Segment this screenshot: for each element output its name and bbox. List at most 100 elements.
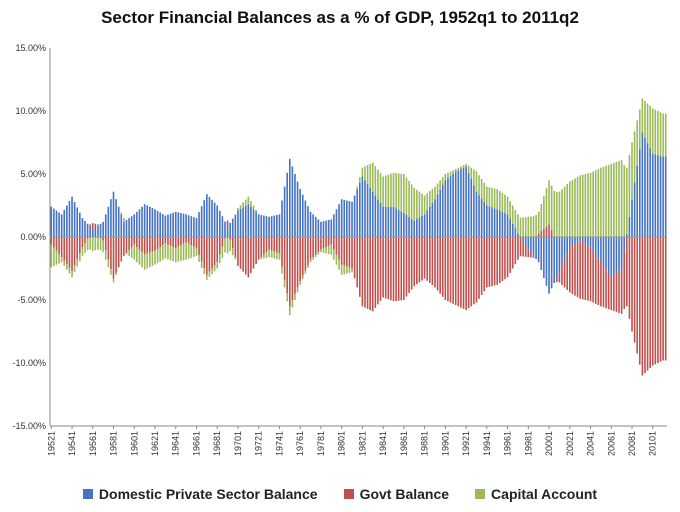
bar-private <box>449 175 452 237</box>
bar-capital <box>325 247 327 254</box>
bar-capital <box>561 189 563 237</box>
x-tick-label: 19581 <box>109 431 119 456</box>
bar-capital <box>50 244 53 268</box>
legend-item-capital: Capital Account <box>475 486 597 502</box>
bar-capital <box>206 274 208 280</box>
bar-private <box>304 200 307 237</box>
bar-capital <box>265 252 268 258</box>
bar-govt <box>180 237 182 246</box>
bar-capital <box>185 242 187 260</box>
bar-capital <box>558 191 561 237</box>
bar-capital <box>60 257 63 263</box>
bar-capital <box>156 248 159 264</box>
bar-capital <box>208 271 211 278</box>
bar-govt <box>89 224 91 227</box>
bar-govt <box>161 237 164 246</box>
bar-govt <box>605 269 607 309</box>
bar-capital <box>408 180 410 217</box>
bar-govt <box>174 237 177 249</box>
bar-govt <box>182 237 185 244</box>
bar-capital <box>255 209 257 212</box>
bar-private <box>514 228 517 237</box>
bar-capital <box>133 244 136 260</box>
bar-private <box>462 167 465 237</box>
bar-govt <box>633 237 636 343</box>
bar-capital <box>416 189 418 220</box>
bar-private <box>335 209 338 237</box>
bar-capital <box>226 237 229 254</box>
bar-private <box>268 216 270 237</box>
bar-private <box>566 237 568 254</box>
bar-private <box>587 237 589 246</box>
bar-private <box>371 191 374 237</box>
bar-govt <box>229 237 231 240</box>
bar-private <box>532 237 535 256</box>
bar-capital <box>358 177 361 183</box>
bar-private <box>193 217 195 237</box>
bar-private <box>574 237 576 244</box>
bar-private <box>615 237 618 274</box>
bar-capital <box>550 185 553 231</box>
bar-private <box>260 214 263 237</box>
bar-private <box>351 201 353 237</box>
bar-private <box>408 216 410 237</box>
bar-govt <box>343 237 346 266</box>
bar-govt <box>543 228 545 237</box>
bar-private <box>600 237 602 263</box>
bar-govt <box>610 277 613 311</box>
bar-capital <box>631 142 633 200</box>
bar-govt <box>592 250 594 303</box>
bar-capital <box>543 196 545 229</box>
bar-private <box>584 237 587 244</box>
bar-capital <box>527 216 530 237</box>
bar-private <box>486 205 488 237</box>
bar-capital <box>449 171 452 176</box>
bar-private <box>221 216 224 237</box>
bar-private <box>353 195 356 237</box>
bar-govt <box>434 237 436 288</box>
bar-govt <box>517 237 519 260</box>
bar-capital <box>657 111 659 156</box>
x-tick-label: 20041 <box>586 431 596 456</box>
bar-private <box>81 218 84 237</box>
bar-govt <box>566 253 568 290</box>
bar-private <box>289 158 291 237</box>
bar-govt <box>545 226 548 237</box>
bar-capital <box>343 265 346 275</box>
bar-govt <box>384 237 387 299</box>
bar-capital <box>473 169 475 186</box>
legend-swatch-private <box>82 489 93 499</box>
bar-capital <box>314 254 317 258</box>
chart-legend: Domestic Private Sector Balance Govt Bal… <box>0 486 680 502</box>
x-tick-label: 19721 <box>254 431 264 456</box>
bar-capital <box>374 166 377 196</box>
bar-capital <box>483 182 486 203</box>
bar-capital <box>270 250 273 258</box>
bar-private <box>649 148 651 237</box>
bar-private <box>234 214 237 237</box>
x-tick-label: 19661 <box>192 431 202 456</box>
bar-govt <box>340 237 343 265</box>
bar-capital <box>307 265 309 268</box>
bar-govt <box>107 237 110 260</box>
bar-private <box>418 217 421 237</box>
bar-capital <box>63 260 66 266</box>
bar-capital <box>216 262 219 269</box>
bar-govt <box>395 237 397 301</box>
bar-capital <box>76 259 79 267</box>
bar-govt <box>556 277 558 283</box>
bar-capital <box>66 264 68 270</box>
bar-private <box>317 219 320 237</box>
bar-private <box>556 237 558 278</box>
bar-govt <box>273 237 276 252</box>
bar-private <box>257 214 260 237</box>
bar-capital <box>431 188 434 203</box>
x-tick-label: 19781 <box>316 431 326 456</box>
bar-govt <box>325 237 327 248</box>
bar-private <box>110 199 112 237</box>
bar-private <box>60 214 63 237</box>
y-tick-label: -5.00% <box>17 295 46 305</box>
bar-private <box>447 178 449 237</box>
bar-govt <box>460 237 462 308</box>
